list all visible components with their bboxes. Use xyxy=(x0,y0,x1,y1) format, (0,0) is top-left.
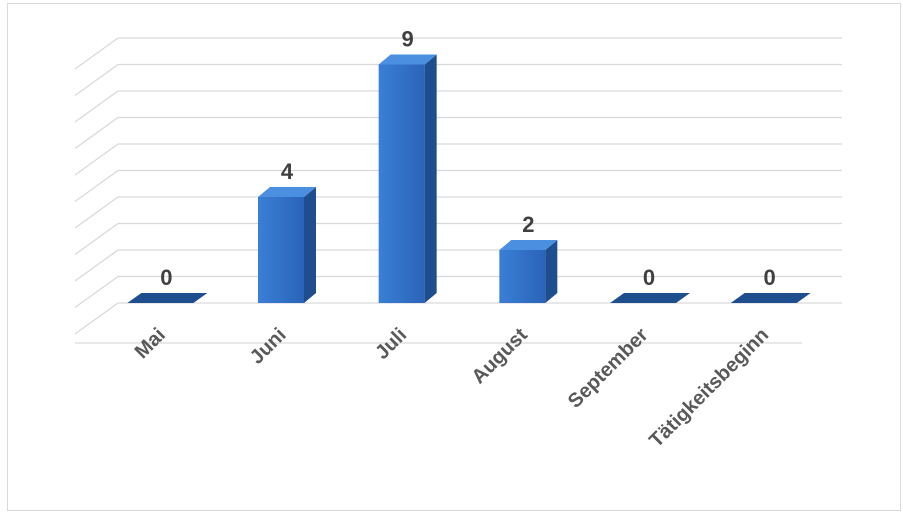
x-tick-label: September xyxy=(564,324,653,413)
data-label: 0 xyxy=(764,265,776,290)
gridline xyxy=(74,196,842,229)
bar-top-face xyxy=(258,187,316,197)
data-labels: 0 4 9 2 0 0 xyxy=(160,27,776,291)
gridline xyxy=(74,222,842,256)
bar-top-face xyxy=(378,54,437,65)
bar xyxy=(127,293,208,303)
bar-front-face xyxy=(258,197,304,303)
gridline xyxy=(74,169,842,203)
bar xyxy=(258,187,316,303)
bar-top-face xyxy=(499,240,558,250)
data-label: 2 xyxy=(522,212,534,237)
bar-side-face xyxy=(545,240,558,303)
gridline xyxy=(74,63,842,97)
bar xyxy=(610,293,690,303)
data-label: 9 xyxy=(402,27,414,52)
gridline xyxy=(74,249,842,282)
bar-front-face xyxy=(378,64,425,303)
x-tick-label: Juni xyxy=(246,324,291,369)
x-tick-label: Mai xyxy=(131,324,170,363)
bar-side-face xyxy=(424,54,437,303)
gridline xyxy=(74,302,842,335)
gridline xyxy=(74,90,842,123)
gridline xyxy=(74,143,842,176)
data-label: 4 xyxy=(281,159,294,184)
bar-zero-slab xyxy=(610,293,690,303)
bar-zero-slab xyxy=(127,293,208,303)
bar xyxy=(378,54,437,303)
data-label: 0 xyxy=(160,265,172,290)
gridline xyxy=(74,37,842,70)
x-tick-label: Juli xyxy=(371,324,411,364)
gridlines xyxy=(74,37,842,344)
gridline xyxy=(74,116,842,150)
chart-frame xyxy=(7,3,901,511)
bar xyxy=(730,293,811,303)
bar-front-face xyxy=(499,250,546,303)
bar xyxy=(499,240,558,303)
bar-side-face xyxy=(304,187,316,303)
data-label: 0 xyxy=(643,265,655,290)
bars xyxy=(127,54,811,303)
bar-zero-slab xyxy=(730,293,811,303)
gridline xyxy=(74,275,842,309)
x-tick-label: August xyxy=(468,324,533,389)
